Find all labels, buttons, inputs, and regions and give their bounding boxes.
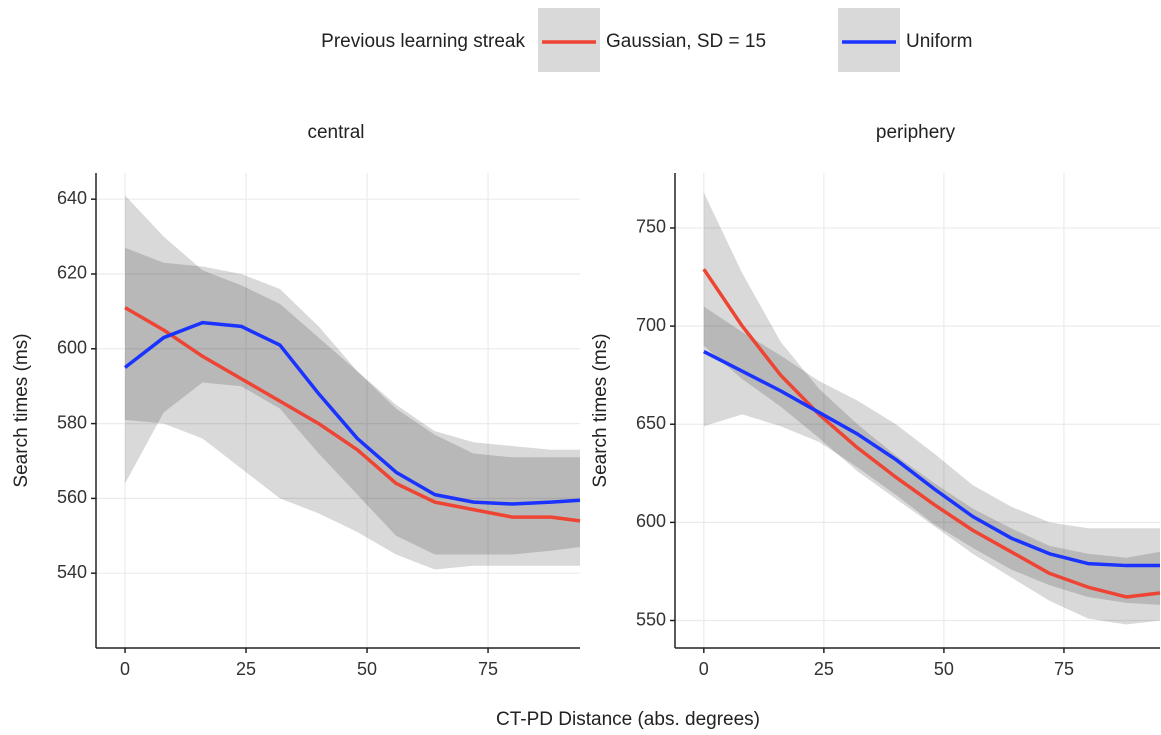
confidence-band [703,306,1160,605]
y-tick-label: 620 [57,263,87,283]
y-axis-label: Search times (ms) [11,333,32,487]
x-tick-label: 75 [478,659,498,679]
legend-key-box [838,8,900,72]
series-line [702,268,1161,599]
y-tick-label: 560 [57,487,87,507]
legend-label: Gaussian, SD = 15 [606,31,766,52]
x-tick-label: 25 [236,659,256,679]
y-tick-label: 540 [57,562,87,582]
y-tick-label: 580 [57,412,87,432]
x-tick-label: 0 [699,659,709,679]
legend-title: Previous learning streak [321,31,525,52]
x-tick-label: 25 [814,659,834,679]
x-tick-label: 50 [934,659,954,679]
y-tick-label: 700 [636,315,666,335]
x-axis-label: CT-PD Distance (abs. degrees) [496,709,760,730]
confidence-band [125,195,580,570]
x-tick-label: 50 [357,659,377,679]
confidence-band [703,192,1160,625]
panel-title: central [307,122,364,143]
y-tick-label: 550 [636,609,666,629]
y-tick-label: 750 [636,217,666,237]
panel-title: periphery [876,122,956,143]
series-line [123,320,581,506]
series-line [124,306,581,523]
y-tick-label: 650 [636,413,666,433]
series-line [703,350,1160,568]
x-tick-label: 0 [120,659,130,679]
y-axis-label: Search times (ms) [590,333,611,487]
x-tick-label: 75 [1054,659,1074,679]
y-tick-label: 640 [57,188,87,208]
y-tick-label: 600 [57,338,87,358]
legend-label: Uniform [906,31,973,52]
legend-key-box [538,8,600,72]
y-tick-label: 600 [636,511,666,531]
